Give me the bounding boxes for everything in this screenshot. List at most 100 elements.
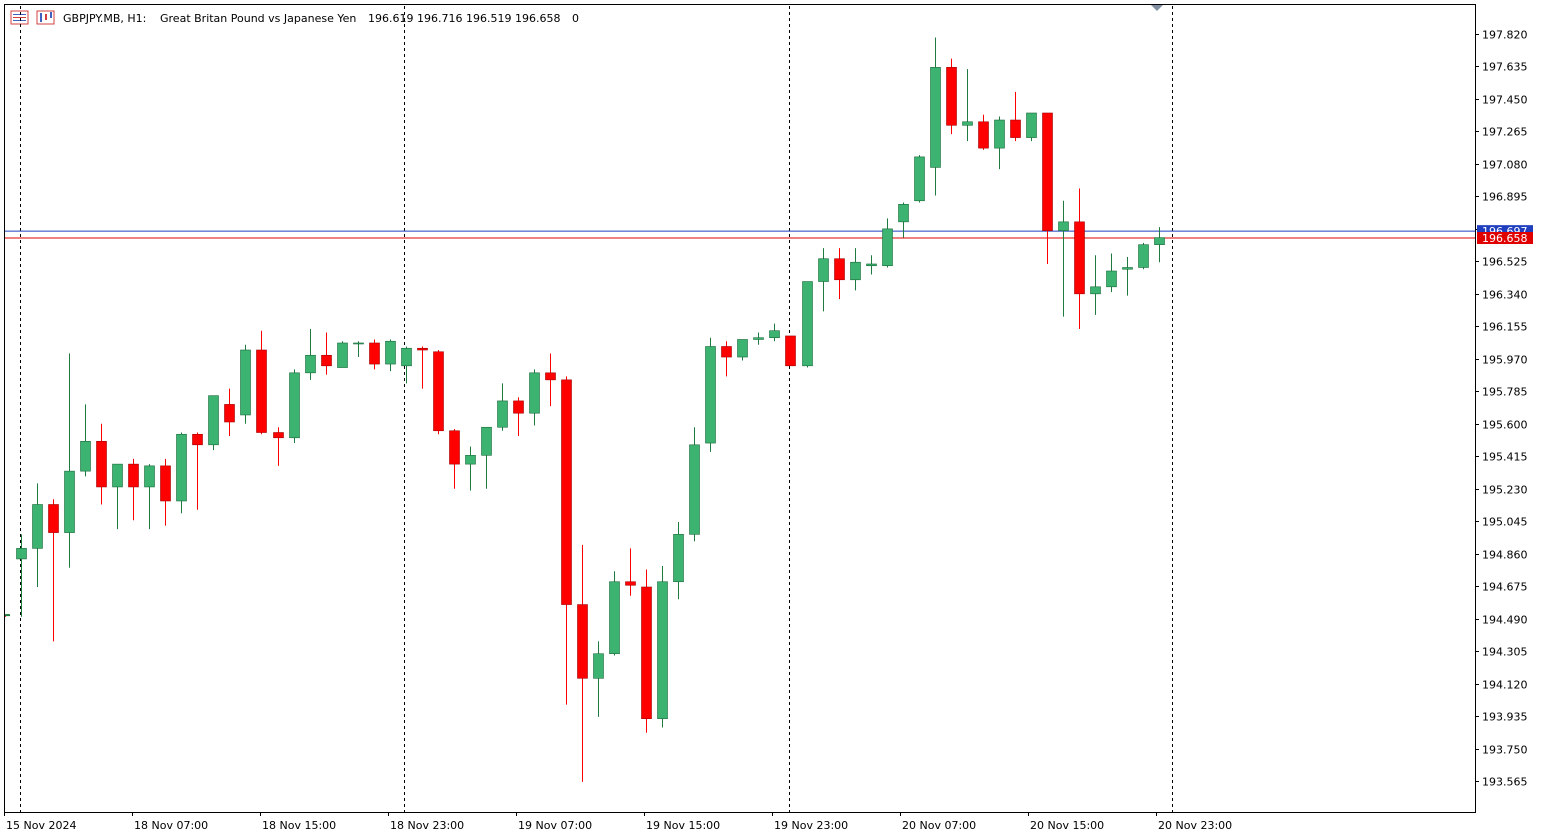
candle [769,323,780,342]
candle [305,328,316,380]
candle [16,534,27,617]
x-axis-tick-label: 18 Nov 23:00 [390,819,464,832]
y-axis-tick-label: 195.415 [1482,451,1528,464]
candle [465,446,476,491]
y-axis-tick-label: 194.860 [1482,549,1528,562]
candle [529,369,540,426]
candle-body [1090,286,1101,295]
candle [48,499,59,642]
candle-body [1058,221,1069,231]
y-axis-tick-label: 196.340 [1482,289,1528,302]
candle [866,255,877,275]
candle-body [465,455,476,465]
candle-body [609,581,620,655]
chart-type-icon[interactable] [36,10,55,25]
x-axis-tick-label: 19 Nov 15:00 [646,819,720,832]
candle [176,432,187,514]
candle [128,458,139,521]
candle [208,395,219,451]
candle [785,335,796,367]
candle [545,353,556,407]
candle [1058,200,1069,317]
candle-body [192,433,203,446]
chart-shift-marker[interactable] [1151,5,1163,11]
candle [962,69,973,142]
price-levels [5,230,1475,239]
candle [224,388,235,437]
candle [1154,227,1165,263]
candle-body [160,465,171,502]
candle-body [561,379,572,605]
candle [32,483,43,588]
candle [609,571,620,656]
candle-body [705,346,716,444]
candle [561,376,572,705]
candle [64,353,75,568]
candle-body [850,261,861,281]
candle [1074,188,1085,329]
x-axis-tick-label: 15 Nov 2024 [6,819,76,832]
candle-body [32,504,43,549]
candle [1090,255,1101,315]
candle-body [1074,221,1085,295]
candle-body [289,372,300,439]
candle-body [737,339,748,358]
y-axis-tick-label: 194.305 [1482,646,1528,659]
candle-body [305,354,316,374]
candle-body [866,263,877,267]
candle-body [802,281,813,367]
candle-body [128,463,139,488]
candle-body [240,349,251,416]
y-axis-tick-label: 193.750 [1482,744,1528,757]
symbol-label: GBPJPY.MB, H1: [63,12,146,25]
candle [577,544,588,782]
candle [593,641,604,717]
candle-body [353,342,364,345]
candle [353,341,364,358]
y-axis-tick-label: 194.675 [1482,581,1528,594]
candle-body [930,67,941,168]
candle [417,346,428,389]
candle-body [753,337,764,340]
candle [898,202,909,238]
y-axis-tick-label: 196.525 [1482,256,1528,269]
chart-list-icon[interactable] [10,10,29,25]
candle-body [769,330,780,339]
y-axis-tick-label: 197.080 [1482,159,1528,172]
candle [1026,112,1037,142]
candle-body [176,433,187,502]
candle-body [673,534,684,583]
candle [802,281,813,368]
y-axis-tick-label: 193.935 [1482,711,1528,724]
y-axis-tick-label: 195.785 [1482,386,1528,399]
y-axis-tick-label: 195.600 [1482,419,1528,432]
bid-price-tag-label: 196.658 [1482,232,1528,245]
candle-body [208,395,219,446]
candle [914,155,925,203]
candle [337,341,348,368]
candle [882,218,893,268]
time-axis[interactable]: 15 Nov 2024 18 Nov 07:00 18 Nov 15:00 18 No… [4,812,1233,832]
candle-body [625,581,636,586]
chart-header: GBPJPY.MB, H1: Great Britan Pound vs Jap… [10,10,579,25]
candle-body [497,400,508,428]
candle-body [641,586,652,719]
candle [946,58,957,135]
candle [1010,91,1021,142]
candle-body [16,548,27,560]
candle [930,37,941,196]
candle [240,344,251,424]
price-axis[interactable]: 197.820 197.635 197.450 197.265 197.080 196.8… [1475,29,1528,789]
x-axis-tick-label: 19 Nov 07:00 [518,819,592,832]
candle-body [224,404,235,423]
candle-body [721,346,732,358]
x-axis-tick-label: 20 Nov 07:00 [902,819,976,832]
candle-body [369,342,380,365]
candle-body [385,340,396,365]
candle-body [481,426,492,456]
candle [753,332,764,345]
candle [497,383,508,431]
candle-body [785,335,796,367]
candle [513,397,524,437]
